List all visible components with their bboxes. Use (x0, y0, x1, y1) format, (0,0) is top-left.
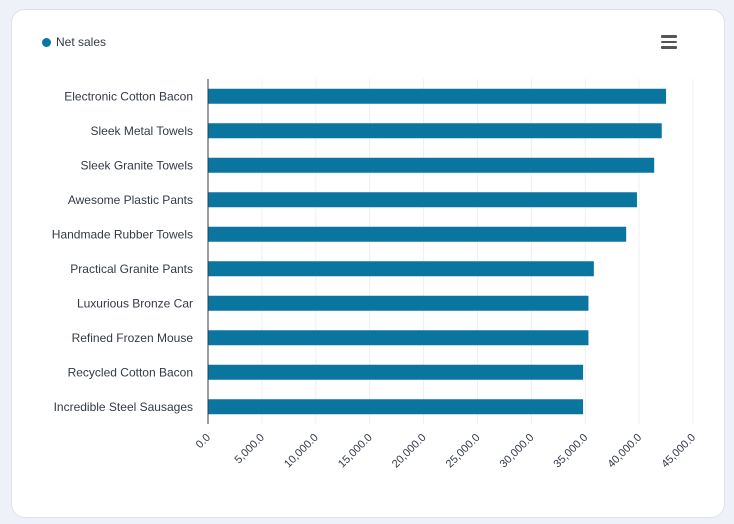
bar (208, 157, 655, 173)
x-tick-label: 25,000.0 (444, 432, 483, 471)
category-label: Recycled Cotton Bacon (68, 365, 193, 379)
x-tick-label: 20,000.0 (390, 432, 429, 471)
x-tick-label: 40,000.0 (605, 432, 644, 471)
category-label: Sleek Granite Towels (81, 158, 194, 172)
category-label: Sleek Metal Towels (91, 124, 194, 138)
legend-swatch (42, 37, 51, 47)
bar (208, 88, 667, 104)
x-tick-label: 15,000.0 (336, 432, 375, 471)
legend[interactable]: Net sales (42, 35, 106, 49)
legend-label: Net sales (56, 35, 107, 49)
bar (208, 226, 627, 242)
x-tick-label: 5,000.0 (233, 432, 267, 466)
category-label: Handmade Rubber Towels (52, 227, 193, 241)
category-label: Luxurious Bronze Car (77, 296, 193, 310)
category-label: Awesome Plastic Pants (68, 193, 193, 207)
bar (208, 192, 637, 208)
category-label: Electronic Cotton Bacon (64, 89, 193, 103)
category-label: Practical Granite Pants (70, 262, 193, 276)
bar (208, 261, 594, 277)
x-tick-label: 10,000.0 (282, 432, 321, 471)
x-tick-label: 45,000.0 (659, 432, 698, 471)
bar (208, 123, 662, 139)
category-label: Refined Frozen Mouse (72, 331, 194, 345)
bar (208, 399, 584, 415)
x-tick-label: 0.0 (194, 432, 213, 451)
bar (208, 330, 589, 346)
hamburger-menu-icon[interactable] (659, 33, 679, 51)
x-tick-label: 30,000.0 (498, 432, 537, 471)
bar (208, 364, 584, 380)
category-label: Incredible Steel Sausages (54, 400, 193, 414)
x-tick-label: 35,000.0 (552, 432, 591, 471)
bar (208, 295, 589, 311)
